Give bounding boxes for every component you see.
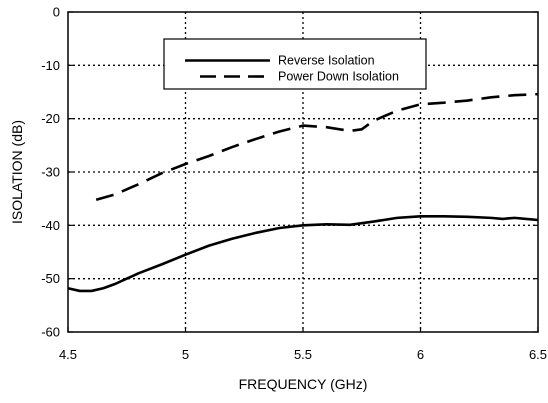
series-line-reverse-isolation xyxy=(67,214,539,293)
x-tick-label: 6.5 xyxy=(529,347,547,362)
x-tick-label: 4.5 xyxy=(59,347,77,362)
y-tick-label: -20 xyxy=(41,111,60,126)
y-tick-label: -50 xyxy=(41,271,60,286)
series-layer xyxy=(67,92,539,293)
x-axis-title: FREQUENCY (GHz) xyxy=(239,376,368,392)
y-tick-label: -40 xyxy=(41,218,60,233)
series-line-power-down-isolation xyxy=(95,92,539,201)
legend-box xyxy=(163,38,427,90)
y-tick-label: 0 xyxy=(53,5,60,20)
legend-label-power-down-isolation: Power Down Isolation xyxy=(278,70,399,84)
x-tick-label: 5 xyxy=(182,347,189,362)
y-tick-label: -30 xyxy=(41,165,60,180)
y-tick-label: -60 xyxy=(41,325,60,340)
x-tick-label: 6 xyxy=(417,347,424,362)
x-tick-label: 5.5 xyxy=(294,347,312,362)
y-tick-label: -10 xyxy=(41,58,60,73)
y-axis-title: ISOLATION (dB) xyxy=(9,120,25,224)
tick-layer: 4.5 5 5.5 6 6.5 0 -10 -20 -30 -40 -50 -60 xyxy=(41,5,547,363)
legend: Reverse Isolation Power Down Isolation xyxy=(163,38,427,90)
legend-label-reverse-isolation: Reverse Isolation xyxy=(278,54,375,68)
